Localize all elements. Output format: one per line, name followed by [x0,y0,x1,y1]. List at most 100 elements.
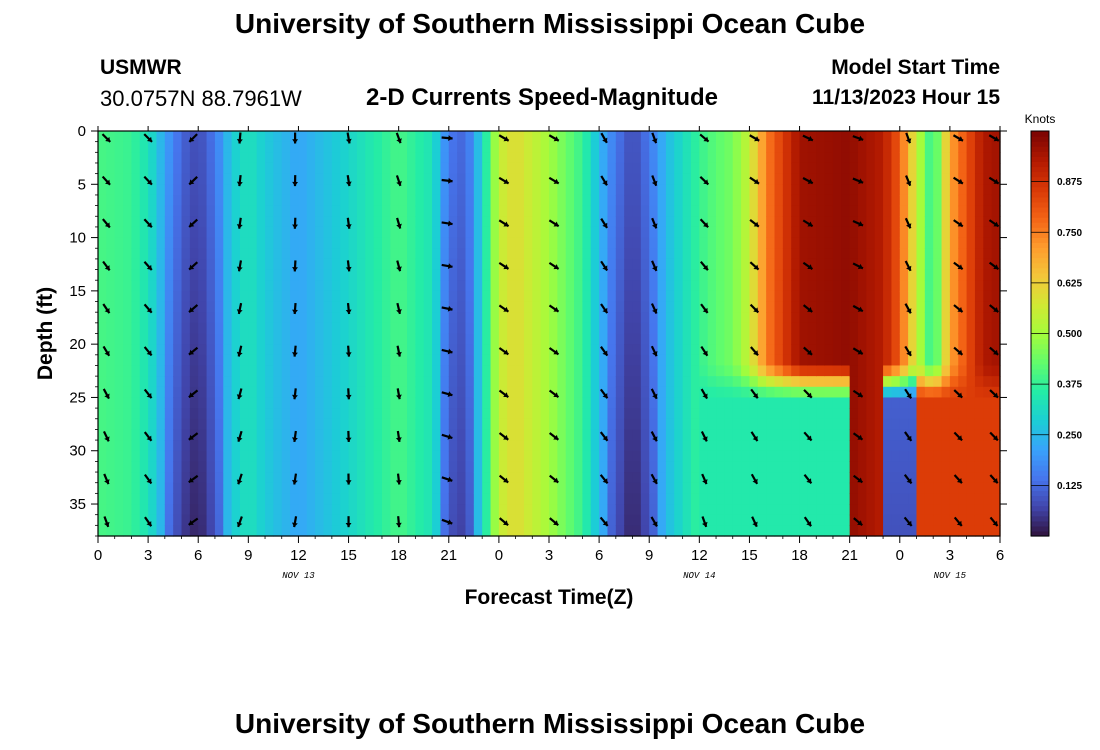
heatmap-cell [265,514,274,526]
current-arrow [989,516,999,527]
heatmap-cell [791,418,801,431]
heatmap-cell [181,258,191,271]
heatmap-cell [214,472,224,484]
heatmap-cell [615,514,625,526]
arrow-head [703,179,709,185]
heatmap-cell [883,429,893,441]
heatmap-cell [732,525,742,537]
heatmap-cell [891,461,901,473]
heatmap-cell [532,269,542,281]
heatmap-cell [858,226,867,239]
heatmap-cell [665,248,675,260]
heatmap-cell [924,450,934,462]
heatmap-cell [832,376,842,388]
colorbar-segment [1031,303,1049,309]
date-label: NOV 14 [683,571,715,581]
heatmap-cell [348,237,358,249]
heatmap-cell [557,354,567,367]
heatmap-cell [298,258,308,271]
heatmap-cell [741,258,751,271]
heatmap-cell [365,162,375,175]
heatmap-cell [507,482,517,494]
heatmap-cell [665,162,675,175]
x-tick-label: 6 [996,547,1004,564]
heatmap-cell [941,322,951,335]
heatmap-cell [181,162,191,175]
arrow-head [146,307,152,313]
heatmap-cell [239,301,249,313]
heatmap-cell [206,280,216,292]
heatmap-cell [423,493,433,505]
heatmap-cell [239,482,249,494]
heatmap-cell [498,237,508,249]
heatmap-cell [615,440,625,452]
heatmap-cell [432,408,442,420]
heatmap-cell [256,269,266,281]
heatmap-cell [899,354,909,367]
heatmap-cell [273,461,283,473]
heatmap-cell [624,472,634,484]
current-arrow [345,175,352,187]
heatmap-cell [273,226,283,239]
heatmap-cell [206,205,216,217]
current-arrow [600,303,609,314]
heatmap-cell [139,322,149,335]
heatmap-cell [624,408,634,420]
heatmap-cell [173,525,183,537]
heatmap-cell [290,376,300,388]
heatmap-cell [682,173,692,185]
heatmap-cell [490,408,500,420]
heatmap-cell [473,194,483,207]
current-arrow [749,303,760,314]
heatmap-cell [173,301,183,313]
heatmap-cell [699,184,709,196]
colorbar-segment [1031,196,1049,203]
heatmap-cell [741,408,751,420]
heatmap-cell [699,376,709,388]
heatmap-cell [799,482,809,494]
heatmap-cell [465,162,475,175]
heatmap-cell [757,280,767,292]
heatmap-cell [106,248,116,260]
heatmap-cell [323,290,333,303]
heatmap-cell [298,152,308,164]
heatmap-cell [248,376,258,388]
current-arrow [292,175,299,187]
heatmap-cell [198,194,208,207]
heatmap-cell [849,194,859,207]
heatmap-cell [699,152,709,164]
heatmap-cell [665,312,675,324]
heatmap-cell [799,184,809,196]
heatmap-cell [565,280,575,292]
heatmap-cell [941,162,951,175]
heatmap-cell [248,226,258,239]
heatmap-cell [407,376,416,388]
heatmap-cell [265,131,274,143]
heatmap-cell [749,482,759,494]
heatmap-cell [440,354,450,367]
heatmap-cell [98,514,107,526]
heatmap-cell [123,216,133,228]
heatmap-cell [899,408,909,420]
heatmap-cell [106,194,116,207]
heatmap-cell [966,408,976,420]
heatmap-cell [966,301,976,313]
heatmap-cell [749,525,759,537]
heatmap-cell [331,408,341,420]
heatmap-cell [106,301,116,313]
heatmap-cell [899,525,909,537]
heatmap-cell [473,397,483,409]
heatmap-cell [515,354,525,367]
heatmap-cell [632,173,642,185]
heatmap-cell [924,440,934,452]
heatmap-cell [682,258,692,271]
heatmap-cell [306,141,316,153]
heatmap-cell [674,429,684,441]
heatmap-cell [281,301,291,313]
heatmap-cell [749,397,759,409]
heatmap-cell [331,450,341,462]
heatmap-cell [624,216,634,228]
heatmap-cell [189,290,199,303]
heatmap-cell [899,301,909,313]
heatmap-cell [198,216,208,228]
